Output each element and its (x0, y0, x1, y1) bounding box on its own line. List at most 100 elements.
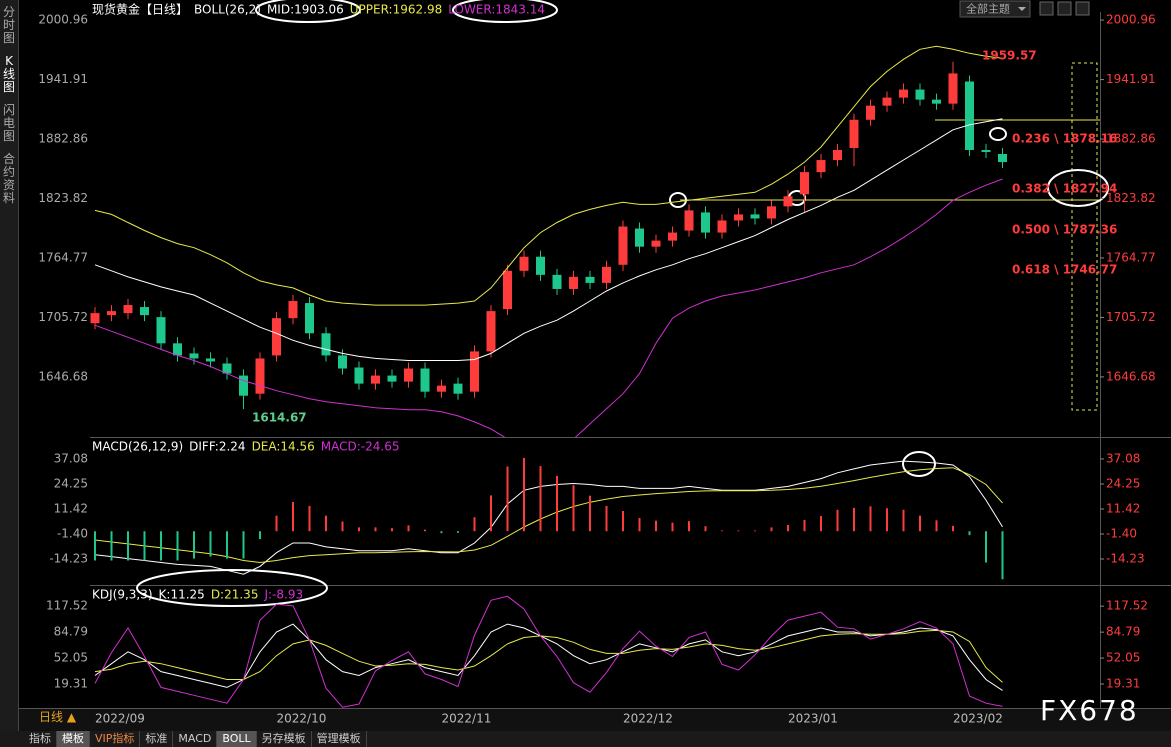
fib-box (1071, 62, 1098, 411)
candle-body (701, 212, 710, 233)
y-tick-label: -1.40 (1106, 526, 1137, 540)
highlight (136, 569, 328, 607)
indicator-line (94, 623, 1003, 691)
y-tick-label: 1882.86 (38, 132, 88, 146)
candle-body (915, 89, 925, 100)
candle-body (239, 375, 248, 396)
legend-item: 现货黄金【日线】 (92, 2, 188, 17)
x-tick-label: 2022/11 (442, 712, 492, 726)
y-tick-label: 1882.86 (1106, 132, 1156, 146)
candle-body (321, 333, 331, 356)
y-tick-label: 84.79 (1106, 625, 1140, 639)
toolbar-tab[interactable]: 标准 (140, 731, 174, 747)
annotation: 0.500 \ 1787.36 (1012, 223, 1117, 237)
y-tick-label: 84.79 (54, 625, 88, 639)
y-tick-label: 1941.91 (38, 72, 88, 86)
legend-item: MACD:-24.65 (321, 440, 400, 454)
y-tick-label: -14.23 (1106, 552, 1145, 566)
candle-body (486, 311, 496, 352)
y-tick-label: 1764.77 (38, 250, 88, 264)
legend-item: MACD(26,12,9) (92, 440, 183, 454)
highlight (669, 192, 687, 208)
legend-item: J:-8.93 (263, 588, 303, 602)
annotation: 1959.57 (982, 49, 1037, 63)
sidebar-tab[interactable]: 闪电图 (3, 103, 16, 143)
candle-body (354, 367, 364, 384)
y-tick-label: 24.25 (1106, 476, 1140, 490)
y-tick-label: 52.05 (54, 651, 88, 665)
watermark: FX678 (1040, 694, 1139, 727)
annotation: 0.618 \ 1746.77 (1012, 263, 1117, 277)
toolbar-tab[interactable]: BOLL (217, 731, 257, 747)
candle-body (800, 172, 809, 195)
y-tick-label: 1941.91 (1106, 72, 1156, 86)
toolbar-tab[interactable]: 另存模板 (257, 731, 312, 747)
annotation: 0.236 \ 1878.16 (1012, 132, 1117, 146)
candle-body (519, 256, 529, 271)
candle-body (618, 226, 628, 265)
candle-body (668, 232, 677, 241)
indicator-line (94, 467, 1003, 564)
y-tick-label: 1823.82 (1106, 191, 1156, 205)
candle-body (222, 363, 232, 374)
theme-label[interactable]: 全部主题 (966, 2, 1010, 16)
x-tick-label: 2023/02 (953, 712, 1003, 726)
candle-body (899, 89, 908, 98)
y-tick-label: 1764.77 (1106, 250, 1156, 264)
candle-body (470, 351, 479, 392)
x-tick-label: 2022/10 (277, 712, 327, 726)
sidebar-tab[interactable]: 合约资料 (3, 152, 16, 205)
toolbar: 日线 ▲ 指标 模板 VIP指标 标准 MACD BOLL 另存模板 管理模板 (0, 710, 1171, 747)
window-button[interactable] (1057, 1, 1072, 16)
dropdown-arrow (1018, 7, 1026, 11)
window-button[interactable] (1039, 1, 1054, 16)
sidebar-tab[interactable]: 分时图 (3, 5, 16, 45)
period-select[interactable]: 日线 ▲ (39, 710, 77, 724)
legend-item: DIFF:2.24 (189, 440, 245, 454)
y-tick-label: 19.31 (1106, 676, 1140, 690)
candle-body (387, 375, 397, 382)
y-tick-label: -14.23 (49, 552, 88, 566)
candle-body (90, 313, 100, 324)
candle-body (750, 214, 760, 219)
candle-body (437, 385, 446, 392)
toolbar-tab[interactable]: 模板 (57, 731, 90, 747)
highlight (989, 127, 1007, 141)
theme-select[interactable] (959, 0, 1031, 18)
y-tick-label: 11.42 (54, 501, 88, 515)
y-tick-label: 11.42 (1106, 501, 1140, 515)
candle-body (140, 307, 149, 316)
candle-body (932, 99, 941, 104)
candle-body (635, 228, 644, 247)
y-tick-label: -1.40 (57, 526, 88, 540)
candle-body (717, 220, 727, 233)
y-tick-label: 1705.72 (1106, 310, 1156, 324)
toolbar-tab[interactable]: 指标 (24, 731, 57, 747)
y-tick-label: 1823.82 (38, 191, 88, 205)
y-tick-label: 1646.68 (38, 369, 88, 383)
candle-body (866, 105, 875, 120)
toolbar-tab[interactable]: VIP指标 (90, 731, 141, 747)
candle-body (849, 119, 859, 148)
candle-body (255, 358, 265, 394)
candle-body (288, 301, 298, 319)
toolbar-tab[interactable]: MACD (173, 731, 218, 747)
candle-body (833, 149, 842, 161)
y-tick-label: 1646.68 (1106, 369, 1156, 383)
candle-body (206, 358, 215, 362)
candle-body (173, 343, 182, 356)
candle-body (585, 276, 595, 283)
highlight (255, 0, 361, 23)
x-tick-label: 2022/12 (623, 712, 673, 726)
highlight (1047, 169, 1109, 207)
window-button[interactable] (1075, 1, 1090, 16)
sidebar: 分时图 K线图 闪电图 合约资料 (0, 0, 19, 731)
toolbar-tab[interactable]: 管理模板 (312, 731, 367, 747)
legend-item: K:11.25 (159, 588, 205, 602)
annotation: 1614.67 (252, 411, 307, 425)
candle-body (651, 240, 661, 247)
y-tick-label: 1705.72 (38, 310, 88, 324)
sidebar-tab[interactable]: K线图 (3, 54, 16, 94)
candle-body (338, 355, 347, 369)
candle-body (420, 368, 430, 392)
